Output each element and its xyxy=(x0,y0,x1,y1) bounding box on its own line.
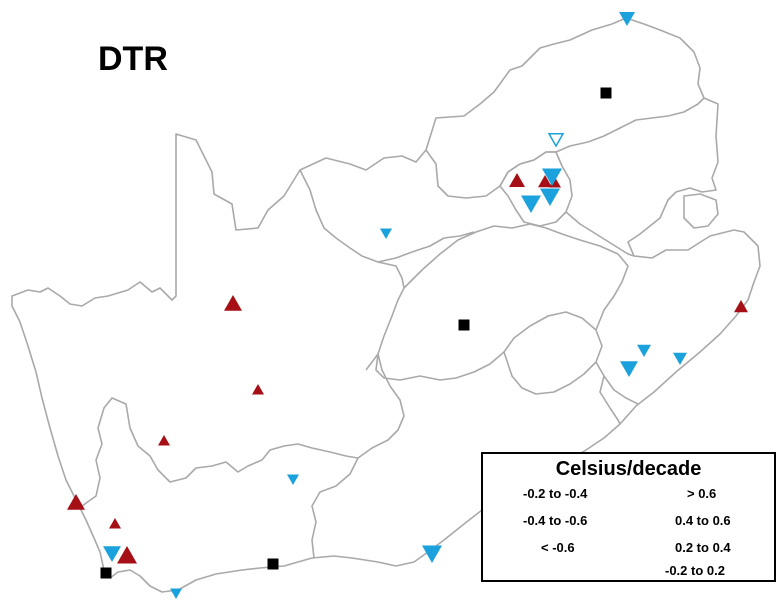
station-marker-increase xyxy=(117,546,137,564)
border-lp-mp xyxy=(555,97,705,153)
map-title: DTR xyxy=(98,40,168,78)
station-marker-decrease xyxy=(521,195,541,213)
station-marker-decrease xyxy=(542,168,562,186)
legend-label-increase-large: > 0.6 xyxy=(687,486,717,501)
station-marker-neutral xyxy=(458,319,470,331)
station-marker-increase xyxy=(224,295,242,311)
station-marker-decrease xyxy=(287,474,299,485)
station-marker-decrease xyxy=(637,344,651,357)
border-wc-ec xyxy=(311,457,359,559)
station-marker-neutral xyxy=(100,567,112,579)
border-kzn-ec xyxy=(595,361,639,425)
border-nc-ec xyxy=(357,353,405,459)
station-marker-increase xyxy=(509,173,525,187)
station-marker-decrease xyxy=(620,361,638,377)
station-marker-increase xyxy=(109,518,121,529)
lesotho-outline xyxy=(503,311,603,395)
station-marker-decrease xyxy=(103,546,121,562)
legend-label-decrease-large: < -0.6 xyxy=(541,540,575,555)
border-nw-lp xyxy=(425,149,556,199)
legend-label-increase-medium: 0.4 to 0.6 xyxy=(675,513,731,528)
station-markers xyxy=(67,12,748,599)
border-nc-nw xyxy=(299,169,405,289)
station-marker-decrease xyxy=(170,588,182,599)
province-borders xyxy=(11,17,761,593)
station-marker-decrease xyxy=(673,352,687,365)
station-marker-increase xyxy=(538,175,552,188)
legend-label-decrease-small: -0.2 to -0.4 xyxy=(523,486,588,501)
station-marker-decrease xyxy=(422,545,442,563)
station-marker-decrease xyxy=(619,12,635,26)
station-marker-neutral xyxy=(600,87,612,99)
station-marker-decrease xyxy=(380,228,392,239)
legend-title: Celsius/decade xyxy=(555,458,702,480)
legend-label-decrease-medium: -0.4 to -0.6 xyxy=(523,513,588,528)
station-marker-increase xyxy=(67,494,85,510)
legend-label-neutral: -0.2 to 0.2 xyxy=(665,563,725,578)
station-marker-increase xyxy=(734,300,748,313)
station-marker-decrease xyxy=(540,188,560,206)
border-ec-fs xyxy=(365,353,379,371)
station-marker-increase xyxy=(252,384,264,395)
station-marker-decrease xyxy=(547,133,565,148)
legend-box: Celsius/decade -0.2 to -0.4 -0.4 to -0.6… xyxy=(481,452,776,582)
station-marker-increase xyxy=(158,435,170,446)
border-mp-kzn xyxy=(565,211,635,257)
station-marker-neutral xyxy=(267,558,279,570)
border-wc-nc xyxy=(81,397,359,507)
country-outline xyxy=(11,17,761,593)
legend-label-increase-small: 0.2 to 0.4 xyxy=(675,540,731,555)
eswatini-outline xyxy=(683,193,719,229)
gauteng-outline xyxy=(499,151,573,227)
free-state-outline xyxy=(375,223,629,381)
border-fs-nw xyxy=(377,231,475,263)
